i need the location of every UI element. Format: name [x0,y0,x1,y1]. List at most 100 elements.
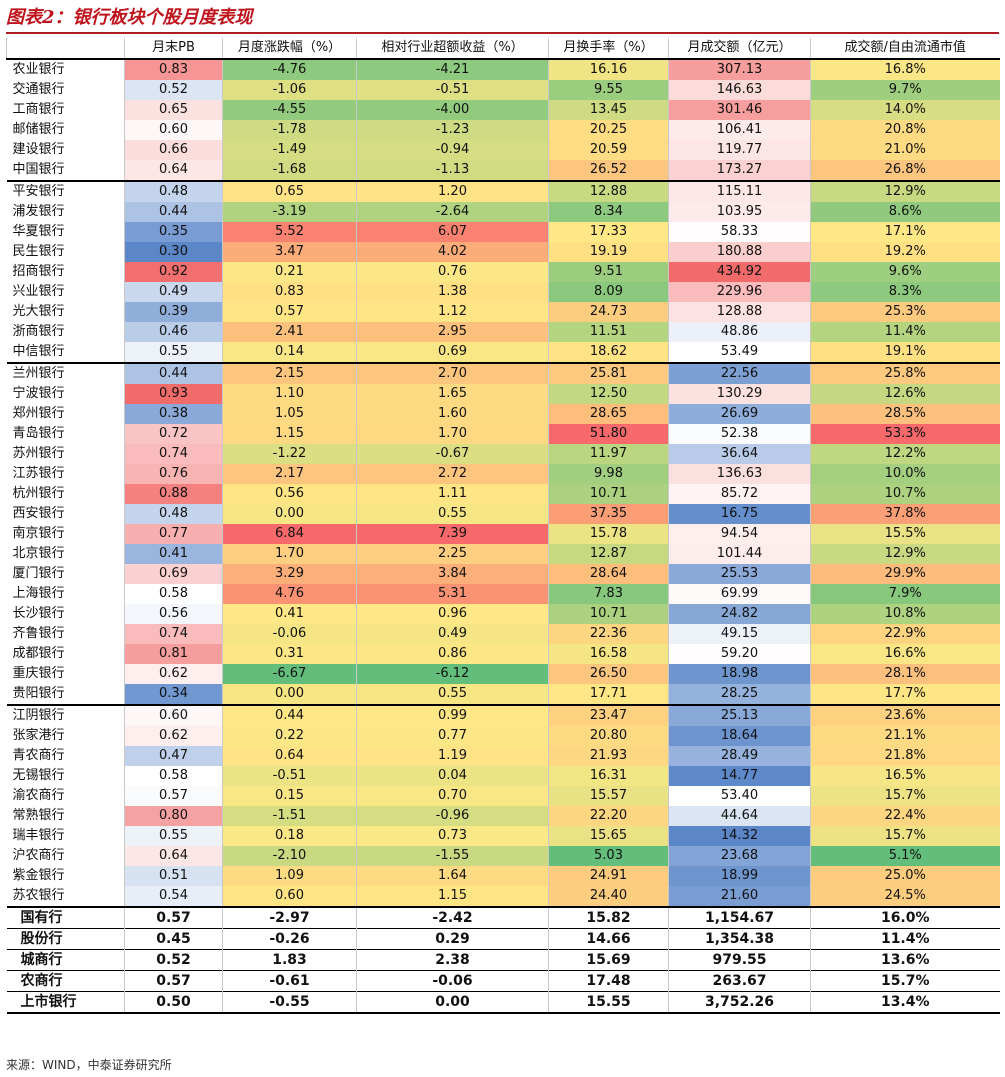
amount-value: 130.29 [668,384,811,404]
amount-value: 21.60 [668,886,811,907]
pb-value: 0.48 [124,504,223,524]
table-row: 沪农商行 0.64 -2.10 -1.55 5.03 23.68 5.1% [7,846,1000,866]
excess-return-value: 1.64 [356,866,549,886]
table-row: 宁波银行 0.93 1.10 1.65 12.50 130.29 12.6% [7,384,1000,404]
amount-ratio-value: 7.9% [810,584,1000,604]
monthly-change-value: 3.47 [222,242,357,262]
pb-value: 0.62 [124,726,223,746]
amount-ratio-value: 12.9% [810,544,1000,564]
bank-name: 北京银行 [12,546,65,561]
excess-return-value: 1.11 [356,484,549,504]
turnover-value: 11.51 [548,322,669,342]
monthly-change-value: 3.29 [222,564,357,584]
excess-return-value: 0.55 [356,684,549,705]
excess-return-value: 1.65 [356,384,549,404]
amount-value: 106.41 [668,120,811,140]
excess-return-value: 2.95 [356,322,549,342]
monthly-change-value: -1.06 [222,80,357,100]
turnover-value: 28.65 [548,404,669,424]
bank-name: 成都银行 [12,646,65,661]
monthly-change-value: -0.26 [222,928,357,950]
table-row: 交通银行 0.52 -1.06 -0.51 9.55 146.63 9.7% [7,80,1000,100]
turnover-value: 26.50 [548,664,669,684]
pb-value: 0.72 [124,424,223,444]
monthly-change-value: 0.64 [222,746,357,766]
turnover-value: 5.03 [548,846,669,866]
amount-ratio-value: 25.8% [810,362,1000,384]
pb-value: 0.51 [124,866,223,886]
turnover-value: 16.58 [548,644,669,664]
amount-value: 119.77 [668,140,811,160]
pb-value: 0.38 [124,404,223,424]
excess-return-value: -0.94 [356,140,549,160]
header-monthly-change: 月度涨跌幅（%） [222,38,357,59]
pb-value: 0.92 [124,262,223,282]
bank-name: 招商银行 [12,264,65,279]
turnover-value: 37.35 [548,504,669,524]
excess-return-value: 0.76 [356,262,549,282]
turnover-value: 28.64 [548,564,669,584]
amount-ratio-value: 26.8% [810,160,1000,181]
amount-ratio-value: 19.2% [810,242,1000,262]
table-row: 无锡银行 0.58 -0.51 0.04 16.31 14.77 16.5% [7,766,1000,786]
pb-value: 0.44 [124,362,223,384]
excess-return-value: 2.25 [356,544,549,564]
turnover-value: 7.83 [548,584,669,604]
pb-value: 0.30 [124,242,223,262]
bank-name: 江阴银行 [6,704,125,726]
bank-name: 邮储银行 [12,122,65,137]
bank-name: 长沙银行 [12,606,65,621]
amount-ratio-value: 21.8% [810,746,1000,766]
source-note: 来源：WIND，中泰证券研究所 [6,1058,172,1072]
turnover-value: 22.36 [548,624,669,644]
summary-row: 农商行 0.57 -0.61 -0.06 17.48 263.67 15.7% [6,970,1000,992]
amount-value: 14.77 [668,766,811,786]
excess-return-value: 0.70 [356,786,549,806]
monthly-change-value: -4.76 [222,58,357,80]
amount-ratio-value: 25.0% [810,866,1000,886]
pb-value: 0.44 [124,202,223,222]
monthly-change-value: 2.17 [222,464,357,484]
pb-value: 0.88 [124,484,223,504]
bank-name: 苏农银行 [12,888,65,903]
monthly-change-value: 2.41 [222,322,357,342]
turnover-value: 24.91 [548,866,669,886]
amount-ratio-value: 16.8% [810,58,1000,80]
turnover-value: 20.59 [548,140,669,160]
table-row: 江苏银行 0.76 2.17 2.72 9.98 136.63 10.0% [7,464,1000,484]
pb-value: 0.83 [124,58,223,80]
bank-name: 苏州银行 [12,446,65,461]
bank-name: 兰州银行 [6,362,125,384]
summary-row: 城商行 0.52 1.83 2.38 15.69 979.55 13.6% [6,949,1000,971]
bank-name: 工商银行 [12,102,65,117]
amount-value: 24.82 [668,604,811,624]
monthly-change-value: -2.10 [222,846,357,866]
amount-value: 101.44 [668,544,811,564]
amount-value: 59.20 [668,644,811,664]
turnover-value: 15.65 [548,826,669,846]
monthly-change-value: 0.44 [222,704,357,726]
table-row: 北京银行 0.41 1.70 2.25 12.87 101.44 12.9% [7,544,1000,564]
turnover-value: 10.71 [548,604,669,624]
table-row: 江阴银行 0.60 0.44 0.99 23.47 25.13 23.6% [6,704,1000,726]
excess-return-value: 2.38 [356,949,549,971]
pb-value: 0.52 [124,949,223,971]
turnover-value: 9.51 [548,262,669,282]
turnover-value: 8.09 [548,282,669,302]
amount-value: 69.99 [668,584,811,604]
amount-value: 22.56 [668,362,811,384]
monthly-change-value: 0.41 [222,604,357,624]
pb-value: 0.77 [124,524,223,544]
pb-value: 0.74 [124,624,223,644]
amount-value: 1,154.67 [668,906,811,929]
table-row: 厦门银行 0.69 3.29 3.84 28.64 25.53 29.9% [7,564,1000,584]
bank-name: 青岛银行 [12,426,65,441]
bank-name: 中信银行 [12,344,65,359]
amount-value: 28.25 [668,684,811,705]
header-turnover: 月换手率（%） [548,38,669,59]
amount-value: 53.40 [668,786,811,806]
bank-name: 瑞丰银行 [12,828,65,843]
table-row: 成都银行 0.81 0.31 0.86 16.58 59.20 16.6% [7,644,1000,664]
turnover-value: 16.31 [548,766,669,786]
excess-return-value: 0.69 [356,342,549,363]
